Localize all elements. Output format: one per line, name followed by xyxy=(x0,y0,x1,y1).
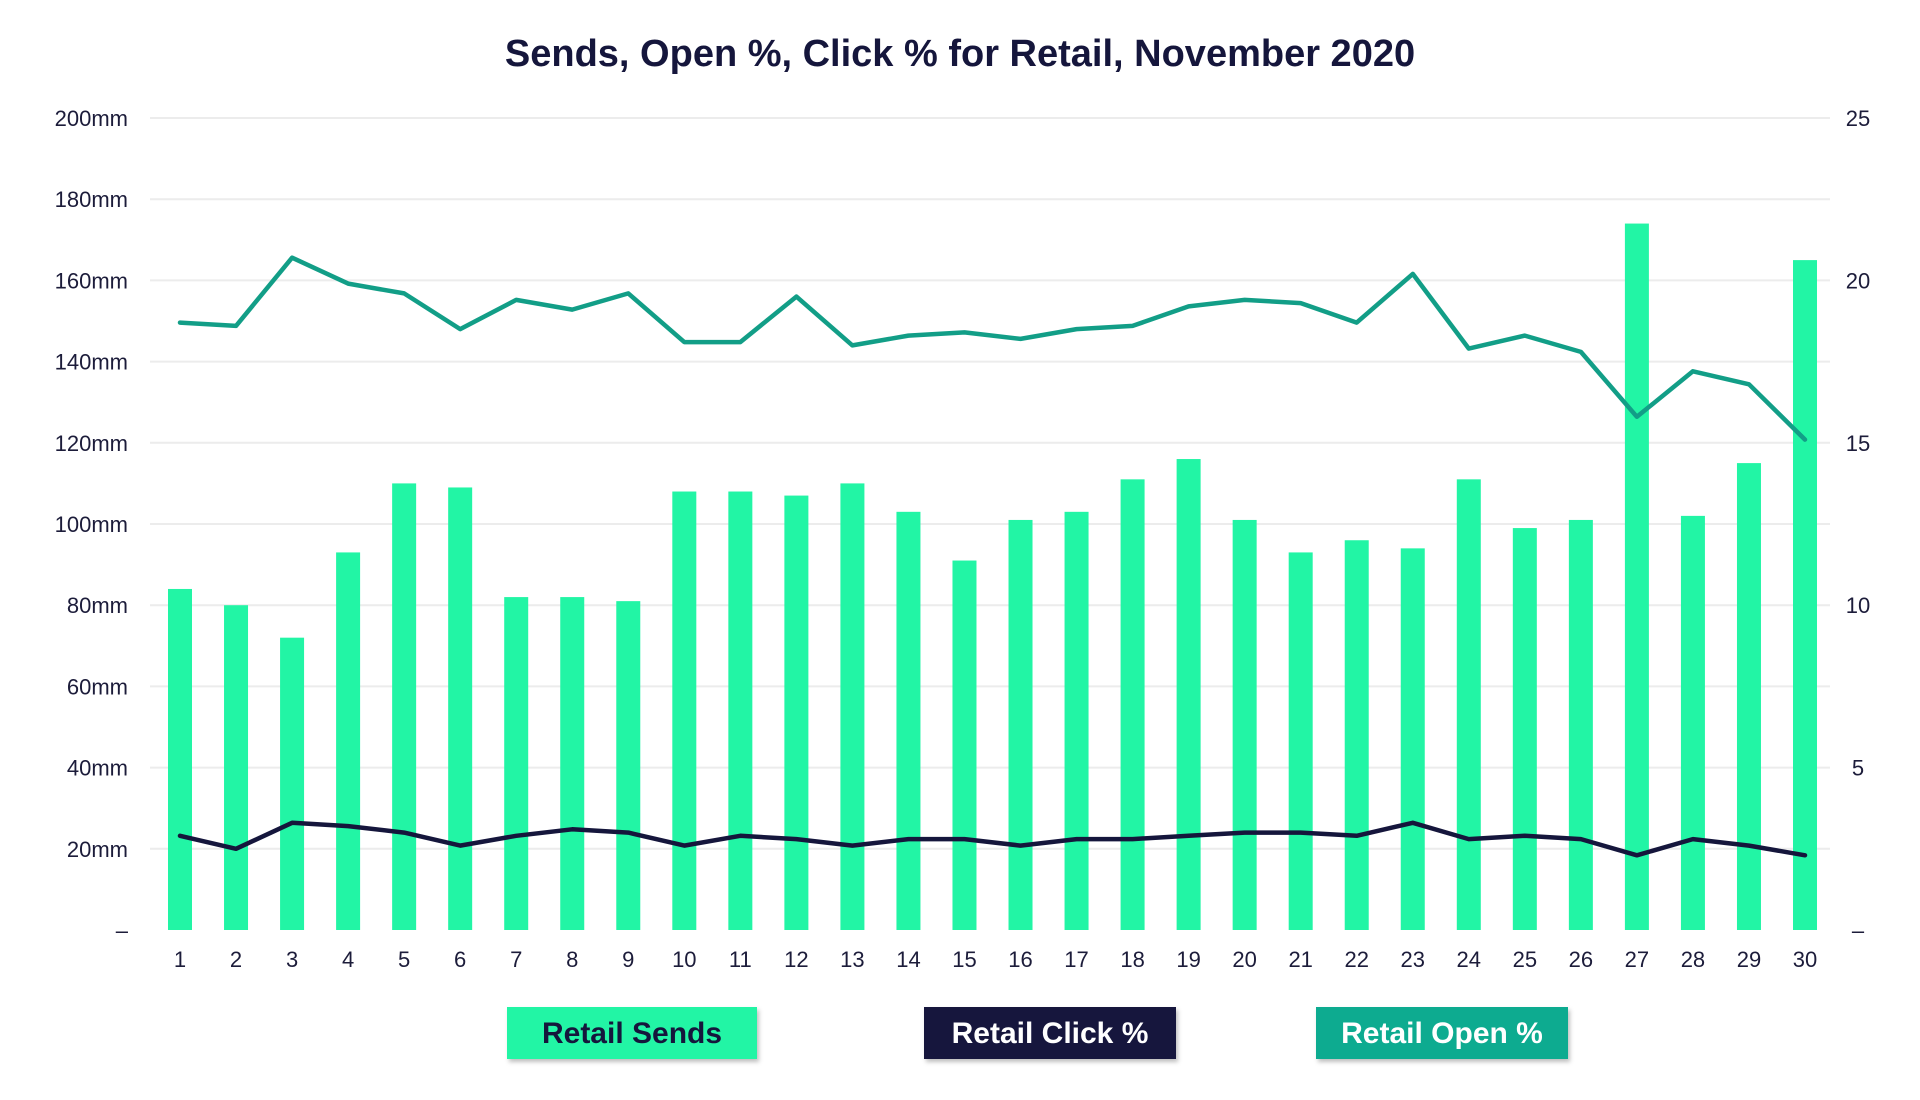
legend-label: Retail Open % xyxy=(1341,1017,1543,1050)
x-axis-tick-label: 1 xyxy=(174,947,186,972)
sends-bar xyxy=(784,495,809,930)
sends-bar xyxy=(280,637,305,930)
sends-bar xyxy=(336,552,361,930)
sends-bar xyxy=(168,588,192,930)
sends-bar xyxy=(728,491,753,930)
sends-bar xyxy=(1176,459,1201,930)
right-axis-tick-label: 5 xyxy=(1852,756,1864,781)
sends-bar xyxy=(392,483,417,930)
right-axis-ticks: – 5 10 15 20 25 xyxy=(1846,106,1870,943)
right-axis-tick-label: 15 xyxy=(1846,431,1870,456)
rate-lines xyxy=(177,255,1808,858)
sends-bar xyxy=(1624,223,1649,930)
x-axis-tick-label: 2 xyxy=(230,947,242,972)
sends-bar xyxy=(1344,540,1369,930)
x-axis-tick-label: 9 xyxy=(622,947,634,972)
legend-item: Retail Open % xyxy=(1316,1007,1568,1059)
legend-label: Retail Sends xyxy=(542,1017,722,1050)
sends-bar xyxy=(224,605,249,930)
x-axis-tick-label: 13 xyxy=(840,947,864,972)
x-axis-tick-label: 28 xyxy=(1681,947,1705,972)
x-axis-tick-label: 10 xyxy=(672,947,696,972)
x-axis-tick-label: 25 xyxy=(1513,947,1537,972)
x-axis-tick-label: 6 xyxy=(454,947,466,972)
x-axis-tick-label: 30 xyxy=(1793,947,1817,972)
x-axis-tick-label: 11 xyxy=(729,947,752,972)
x-axis-tick-label: 8 xyxy=(566,947,578,972)
x-axis-tick-label: 17 xyxy=(1064,947,1088,972)
legend-label: Retail Click % xyxy=(952,1017,1149,1050)
x-axis-tick-label: 19 xyxy=(1176,947,1200,972)
legend-item: Retail Click % xyxy=(924,1007,1176,1059)
left-axis-tick-label: – xyxy=(116,918,129,943)
sends-bar xyxy=(1008,519,1033,930)
x-axis-tick-label: 18 xyxy=(1120,947,1144,972)
sends-bar xyxy=(1456,479,1481,930)
right-axis-tick-label: 20 xyxy=(1846,268,1870,293)
legend-swatch xyxy=(507,1007,757,1059)
sends-bar xyxy=(1232,519,1257,930)
right-axis-tick-label: 10 xyxy=(1846,593,1870,618)
sends-bar xyxy=(1120,479,1145,930)
legend: Retail Sends Retail Click % Retail Open % xyxy=(507,1007,1568,1059)
x-axis-tick-label: 5 xyxy=(398,947,410,972)
sends-bar xyxy=(840,483,865,930)
left-axis-tick-label: 40mm xyxy=(67,756,128,781)
legend-item: Retail Sends xyxy=(507,1007,757,1059)
right-axis-tick-label: 25 xyxy=(1846,106,1870,131)
sends-bars xyxy=(168,223,1817,931)
x-axis-tick-label: 14 xyxy=(896,947,920,972)
x-axis-tick-label: 29 xyxy=(1737,947,1761,972)
open-rate-line xyxy=(177,255,1808,442)
right-axis-tick-label: – xyxy=(1852,918,1865,943)
legend-swatch xyxy=(1316,1007,1568,1059)
sends-bar xyxy=(1400,548,1425,930)
sends-bar xyxy=(448,487,473,930)
x-axis-tick-label: 3 xyxy=(286,947,298,972)
chart-title: Sends, Open %, Click % for Retail, Novem… xyxy=(505,33,1415,75)
x-axis-tick-label: 16 xyxy=(1008,947,1032,972)
left-axis-tick-label: 100mm xyxy=(55,512,128,537)
sends-bar xyxy=(504,597,529,930)
left-axis-ticks: – 20mm 40mm 60mm 80mm 100mm 120mm 140mm 160mm 180… xyxy=(55,106,129,943)
x-axis-tick-label: 4 xyxy=(342,947,354,972)
x-axis-tick-label: 21 xyxy=(1288,947,1312,972)
left-axis-tick-label: 60mm xyxy=(67,674,128,699)
x-axis-tick-label: 27 xyxy=(1625,947,1649,972)
left-axis-tick-label: 80mm xyxy=(67,593,128,618)
gridlines xyxy=(150,117,1830,850)
sends-bar xyxy=(1064,511,1089,930)
sends-bar xyxy=(672,491,697,930)
x-axis-ticks: 1 2 3 4 5 6 7 8 9 10 11 12 13 14 15 16 17 18 19 20 21 22 23 24 2… xyxy=(174,947,1817,972)
sends-bar xyxy=(616,601,641,930)
left-axis-tick-label: 200mm xyxy=(55,106,128,131)
sends-bar xyxy=(952,560,977,930)
sends-bar xyxy=(1680,515,1705,930)
sends-bar xyxy=(1736,463,1761,930)
x-axis-tick-label: 7 xyxy=(510,947,522,972)
x-axis-tick-label: 24 xyxy=(1457,947,1481,972)
x-axis-tick-label: 22 xyxy=(1344,947,1368,972)
left-axis-tick-label: 120mm xyxy=(55,431,128,456)
click-rate-line xyxy=(177,820,1808,858)
x-axis-tick-label: 15 xyxy=(952,947,976,972)
left-axis-tick-label: 180mm xyxy=(55,187,128,212)
sends-bar xyxy=(1512,528,1537,930)
x-axis-tick-label: 23 xyxy=(1401,947,1425,972)
sends-bar xyxy=(1568,519,1593,930)
left-axis-tick-label: 20mm xyxy=(67,837,128,862)
x-axis-tick-label: 20 xyxy=(1232,947,1256,972)
sends-bar xyxy=(1288,552,1313,930)
legend-swatch xyxy=(924,1007,1176,1059)
left-axis-tick-label: 160mm xyxy=(55,268,128,293)
x-axis-tick-label: 12 xyxy=(784,947,808,972)
x-axis-tick-label: 26 xyxy=(1569,947,1593,972)
sends-bar xyxy=(1793,260,1817,931)
sends-bar xyxy=(560,597,585,930)
left-axis-tick-label: 140mm xyxy=(55,350,128,375)
sends-bar xyxy=(896,511,921,930)
